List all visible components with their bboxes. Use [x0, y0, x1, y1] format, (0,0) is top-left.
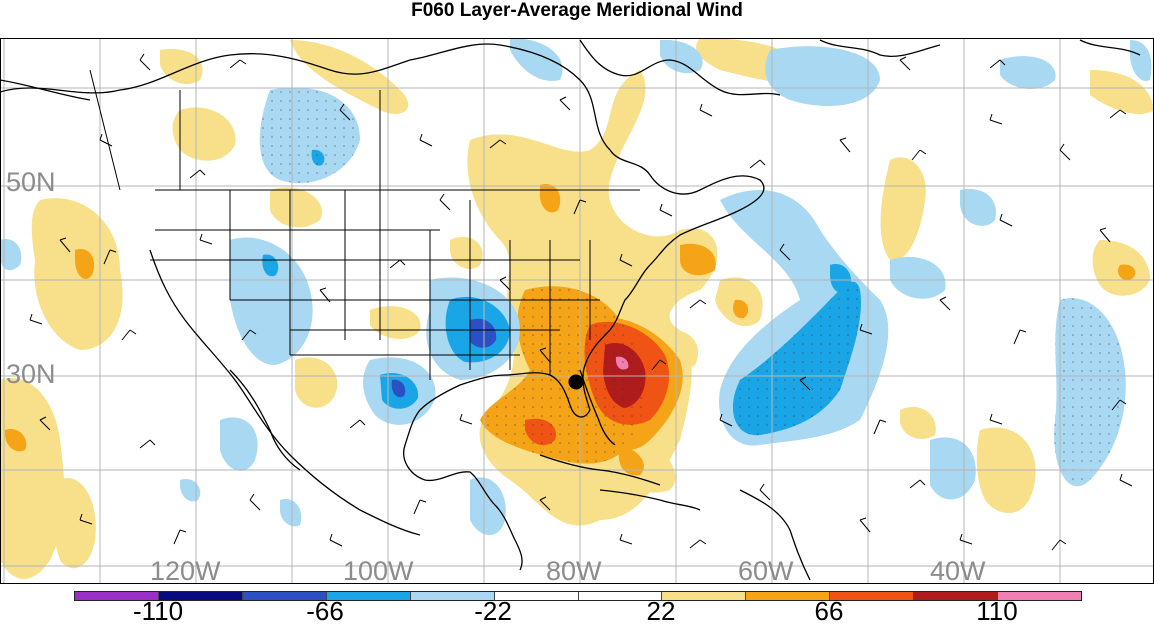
colorbar-segment	[745, 592, 830, 600]
colorbar-segment	[661, 592, 746, 600]
wind-barbs	[29, 53, 1133, 551]
storm-center-marker	[568, 374, 584, 390]
colorbar-label-110: 110	[976, 596, 1018, 626]
state-boundaries	[89, 69, 640, 380]
longitude-label-120w: 120W	[150, 556, 221, 586]
longitude-label-40w: 40W	[930, 556, 986, 586]
colorbar-label-neg66: -66	[306, 596, 344, 626]
colorbar-segment	[493, 592, 578, 600]
stippling	[259, 87, 1126, 487]
colorbar-segment	[75, 592, 158, 600]
colorbar-segment	[325, 592, 410, 600]
longitude-label-60w: 60W	[738, 556, 794, 586]
colorbar-label-22: 22	[646, 596, 676, 626]
graticule-lines	[0, 38, 1154, 584]
colorbar-segment	[409, 592, 494, 600]
latitude-label-50n: 50N	[6, 167, 56, 197]
colorbar-segment	[913, 592, 998, 600]
longitude-label-80w: 80W	[546, 556, 602, 586]
colorbar-segment	[829, 592, 914, 600]
negative-wind-strong-regions	[391, 318, 497, 398]
colorbar-label-neg110: -110	[132, 596, 184, 626]
map-title: F060 Layer-Average Meridional Wind	[411, 0, 743, 21]
colorbar-segment	[241, 592, 326, 600]
colorbar-label-neg22: -22	[474, 596, 512, 626]
colorbar-label-66: 66	[814, 596, 844, 626]
colorbar-segment	[577, 592, 662, 600]
longitude-label-100w: 100W	[343, 556, 414, 586]
coastlines	[0, 39, 1141, 581]
latitude-label-30n: 30N	[6, 359, 56, 389]
colorbar-segment	[997, 592, 1082, 600]
colorbar-segment	[157, 592, 242, 600]
colorbar	[74, 591, 1082, 601]
